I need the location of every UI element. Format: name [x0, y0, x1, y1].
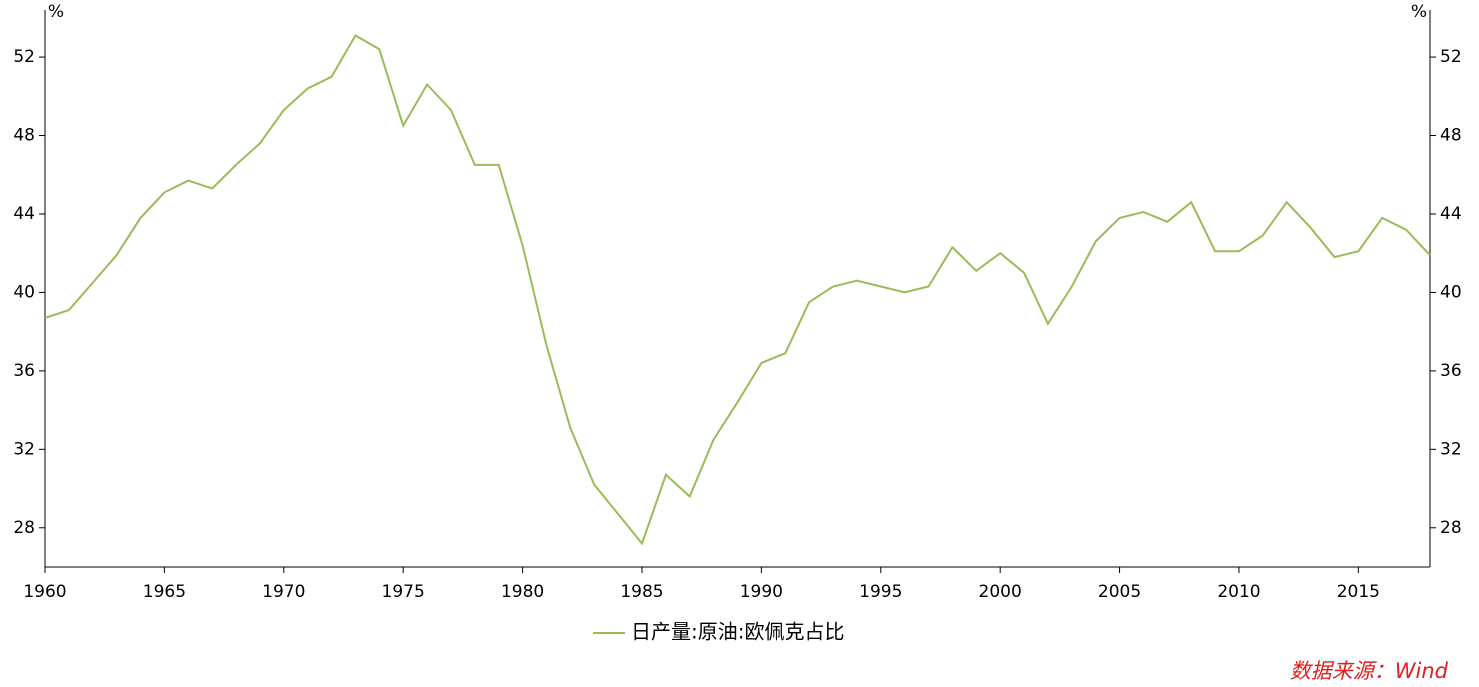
legend-label: 日产量:原油:欧佩克占比 [631, 620, 844, 644]
x-tick-label: 1965 [143, 582, 186, 602]
y2-tick-label: 36 [1440, 361, 1462, 381]
y-tick-label: 28 [13, 518, 35, 538]
x-tick-label: 1995 [859, 582, 902, 602]
x-tick-label: 1985 [620, 582, 663, 602]
x-tick-label: 2010 [1217, 582, 1260, 602]
y-unit: % [48, 2, 64, 22]
y2-tick-label: 48 [1440, 126, 1462, 146]
x-tick-label: 1970 [262, 582, 305, 602]
y-tick-label: 44 [13, 204, 35, 224]
line [44, 34, 1431, 546]
y2-tick-label: 52 [1440, 47, 1462, 67]
x-tick-label: 1975 [382, 582, 425, 602]
y-tick-label: 40 [13, 282, 35, 302]
y2-tick-label: 40 [1440, 282, 1462, 302]
x-tick-label: 2015 [1337, 582, 1380, 602]
x-tick-label: 1980 [501, 582, 544, 602]
y-tick-label: 36 [13, 361, 35, 381]
y2-tick-label: 32 [1440, 439, 1462, 459]
y-tick-label: 32 [13, 439, 35, 459]
y2-tick-label: 44 [1440, 204, 1462, 224]
y-tick-label: 48 [13, 126, 35, 146]
y2-tick-label: 28 [1440, 518, 1462, 538]
x-tick-label: 1960 [23, 582, 66, 602]
source-note: 数据来源：Wind [1290, 659, 1449, 683]
x-tick-label: 2005 [1098, 582, 1141, 602]
x-tick-label: 2000 [979, 582, 1022, 602]
y-tick-label: 52 [13, 47, 35, 67]
x-tick-label: 1990 [740, 582, 783, 602]
y2-unit: % [1411, 2, 1427, 22]
